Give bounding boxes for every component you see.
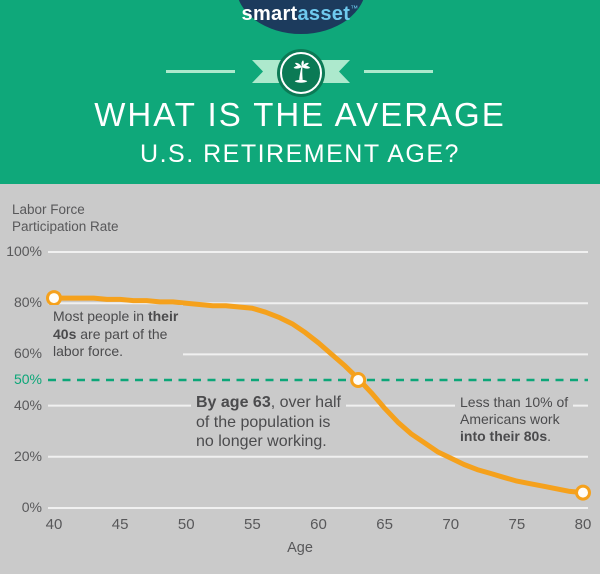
x-tick-label-70: 70 <box>442 516 460 533</box>
y-tick-label-60: 60% <box>13 345 42 362</box>
title-line-2: U.S. RETIREMENT AGE? <box>140 140 460 168</box>
logo-text-asset: asset <box>297 3 351 25</box>
ribbon-left-line <box>166 70 235 73</box>
smartasset-logo: smartasset™ <box>0 3 600 26</box>
y-tick-label-0: 0% <box>21 499 42 515</box>
annotation-line: labor force. <box>53 343 178 361</box>
annotation-text-bold: By age 63 <box>196 394 271 411</box>
data-point-age-40 <box>46 290 62 307</box>
x-axis-title: Age <box>287 540 313 556</box>
annotation-eighties: Less than 10% of Americans work into their… <box>455 391 574 448</box>
annotation-line: Americans work <box>460 411 568 428</box>
annotation-line: of the population is <box>196 413 341 433</box>
x-tick-label-75: 75 <box>508 516 526 533</box>
y-tick-label-20: 20% <box>13 447 42 464</box>
annotation-text: Less than 10% of <box>460 394 569 410</box>
y-axis-title: Labor Force Participation Rate <box>12 201 119 235</box>
x-tick-label-55: 55 <box>244 516 261 533</box>
x-tick-label-50: 50 <box>177 516 195 533</box>
annotation-text: labor force. <box>53 343 124 359</box>
y-tick-label-100: 100% <box>6 243 42 259</box>
annotation-line: Most people in their <box>53 308 178 326</box>
annotation-text: no longer working. <box>196 433 327 450</box>
reference-line-label: 50% <box>13 371 42 387</box>
logo-text-smart: smart <box>241 3 298 25</box>
x-tick-label-40: 40 <box>45 516 63 533</box>
annotation-text: of the population is <box>196 413 331 431</box>
palm-tree-icon <box>293 60 311 83</box>
data-point-age-63 <box>350 372 367 388</box>
x-tick-label-60: 60 <box>310 516 327 533</box>
data-point-age-80 <box>575 484 591 501</box>
annotation-text-bold: their <box>147 308 179 324</box>
annotation-text: Most people in <box>53 308 148 324</box>
y-axis-title-line1: Labor Force <box>12 202 85 217</box>
palm-badge <box>280 52 322 94</box>
annotation-age-63: By age 63, over half of the population is… <box>191 390 346 455</box>
x-tick-label-45: 45 <box>111 516 129 533</box>
header: smartasset™ WHAT IS THE AVERAGE U.S. RET… <box>0 0 600 184</box>
annotation-text-bold: 40s <box>53 325 77 342</box>
annotation-text-bold: into their 80s <box>460 428 548 444</box>
annotation-line: By age 63, over half <box>196 393 341 413</box>
annotation-text: , over half <box>270 394 341 411</box>
trademark-symbol: ™ <box>350 4 359 13</box>
y-axis-title-line2: Participation Rate <box>12 219 119 234</box>
y-tick-label-80: 80% <box>13 294 42 311</box>
x-tick-label-65: 65 <box>376 516 393 533</box>
annotation-text: are part of the <box>76 325 168 342</box>
annotation-line: no longer working. <box>196 432 341 452</box>
x-tick-label-80: 80 <box>574 516 592 533</box>
annotation-line: 40s are part of the <box>53 326 178 344</box>
annotation-line: Less than 10% of <box>460 394 568 411</box>
participation-rate-curve <box>51 295 586 496</box>
ribbon-right-line <box>364 70 433 73</box>
annotation-text: Americans work <box>460 411 560 427</box>
annotation-text: . <box>547 428 552 444</box>
title-line-1: WHAT IS THE AVERAGE <box>94 96 506 133</box>
annotation-line: into their 80s. <box>460 428 568 445</box>
annotation-forties: Most people in their 40s are part of the l… <box>48 305 184 364</box>
y-tick-label-40: 40% <box>13 396 42 413</box>
